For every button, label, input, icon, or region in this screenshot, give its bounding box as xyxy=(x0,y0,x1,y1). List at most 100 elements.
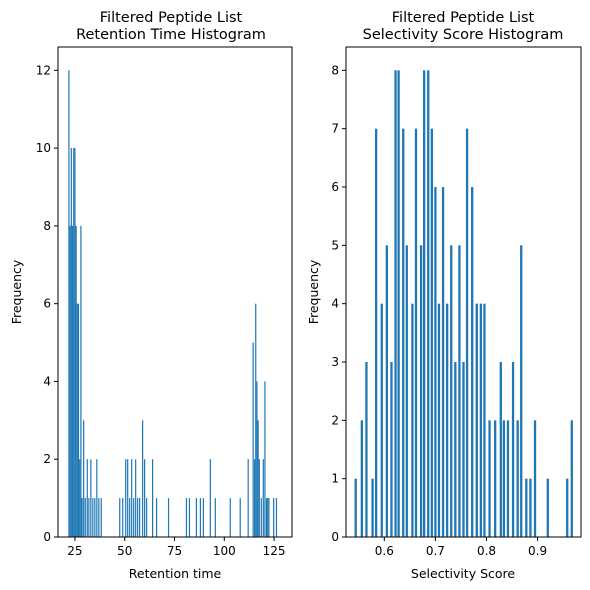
histogram-bar xyxy=(256,381,258,537)
y-axis-label: Frequency xyxy=(306,259,321,324)
histogram-bar xyxy=(427,70,430,537)
chart-title-line-2: Retention Time Histogram xyxy=(76,27,266,43)
histogram-bar xyxy=(471,187,474,537)
histogram-bar xyxy=(209,459,211,537)
histogram-bar xyxy=(570,420,573,537)
histogram-bar xyxy=(144,459,146,537)
histogram-bar xyxy=(529,478,532,537)
histogram-bar xyxy=(354,478,357,537)
histogram-bar xyxy=(167,498,170,537)
y-tick-label: 3 xyxy=(331,355,339,369)
histogram-bar xyxy=(122,498,124,537)
histogram-bar xyxy=(265,498,268,537)
y-tick-label: 0 xyxy=(43,530,51,544)
histogram-bar xyxy=(133,498,135,537)
histogram-bar xyxy=(71,225,74,537)
y-tick-label: 7 xyxy=(331,122,339,136)
histogram-bar xyxy=(75,225,77,537)
histogram-bar xyxy=(80,225,82,537)
histogram-bar xyxy=(152,459,154,537)
histogram-bar xyxy=(533,420,537,537)
histogram-bar xyxy=(69,225,71,537)
histogram-bar xyxy=(402,128,405,538)
histogram-bar xyxy=(566,478,569,537)
chart-title-line-1: Filtered Peptide List xyxy=(100,10,243,26)
histogram-bar xyxy=(98,498,100,537)
histogram-bar xyxy=(430,128,433,538)
x-tick-label: 50 xyxy=(117,544,132,558)
histogram-bar xyxy=(96,459,98,537)
histogram-bar xyxy=(458,245,461,537)
histogram-bar xyxy=(253,459,256,537)
histogram-bar xyxy=(84,498,86,537)
histogram-bar xyxy=(77,303,80,537)
histogram-bar xyxy=(516,420,519,537)
y-tick-label: 8 xyxy=(43,219,51,233)
histogram-bar xyxy=(488,420,491,537)
x-axis: 25 50 75 100 125 xyxy=(67,537,286,558)
y-tick-label: 2 xyxy=(43,452,51,466)
chart-title-line-1: Filtered Peptide List xyxy=(392,10,535,26)
histogram-bar xyxy=(92,498,94,537)
histogram-bar xyxy=(365,362,368,537)
histogram-bar xyxy=(127,459,129,537)
histogram-bar xyxy=(86,459,88,537)
histogram-bar xyxy=(506,420,510,537)
histogram-bar xyxy=(137,498,139,537)
histogram-bar xyxy=(273,498,275,537)
histogram-bar xyxy=(371,478,374,537)
y-tick-label: 5 xyxy=(331,238,339,252)
y-tick-label: 1 xyxy=(331,472,339,486)
chart-retention-time: Filtered Peptide List Retention Time His… xyxy=(9,10,293,581)
histogram-bar xyxy=(450,245,453,537)
histogram-bar xyxy=(100,498,102,537)
x-axis: 0.6 0.7 0.8 0.9 xyxy=(375,537,547,558)
histogram-bar xyxy=(81,498,83,537)
histogram-bar xyxy=(199,498,201,537)
y-tick-label: 12 xyxy=(36,63,51,77)
y-axis-label: Frequency xyxy=(9,259,24,324)
histogram-bar xyxy=(74,148,76,538)
histogram-bar xyxy=(252,342,254,537)
histogram-bar xyxy=(264,381,266,537)
x-tick-label: 0.8 xyxy=(477,544,496,558)
histogram-bar xyxy=(499,362,502,537)
histogram-bar xyxy=(76,303,78,537)
histogram-bar xyxy=(465,128,469,538)
histogram-bar xyxy=(397,70,400,537)
x-tick-label: 100 xyxy=(213,544,236,558)
histogram-bar xyxy=(90,459,92,537)
histogram-bar xyxy=(146,498,148,537)
bar-series xyxy=(354,70,573,538)
histogram-bar xyxy=(68,70,70,537)
histogram-bar xyxy=(374,128,378,538)
y-tick-label: 6 xyxy=(43,297,51,311)
histogram-bar xyxy=(390,362,393,537)
histogram-bar xyxy=(414,128,418,538)
histogram-bar xyxy=(131,459,133,537)
histogram-bar xyxy=(142,420,144,537)
y-tick-label: 0 xyxy=(331,530,339,544)
chart-title-line-2: Selectivity Score Histogram xyxy=(363,27,564,43)
histogram-bar xyxy=(546,478,549,537)
histogram-bar xyxy=(258,459,260,537)
histogram-bar xyxy=(479,303,483,537)
histogram-bar xyxy=(405,245,408,537)
histogram-bar xyxy=(267,498,269,537)
y-tick-label: 8 xyxy=(331,63,339,77)
histogram-bar xyxy=(247,459,249,537)
histogram-bar xyxy=(88,498,90,537)
histogram-bar xyxy=(437,303,441,537)
x-tick-label: 75 xyxy=(167,544,182,558)
histogram-bar xyxy=(135,459,137,537)
x-axis-label: Retention time xyxy=(129,566,222,581)
histogram-bar xyxy=(511,362,515,537)
histogram-bar xyxy=(525,478,528,537)
histogram-bar xyxy=(454,362,457,537)
histogram-bar xyxy=(494,420,497,537)
x-axis-label: Selectivity Score xyxy=(411,566,515,581)
histogram-bar xyxy=(360,420,363,537)
histogram-bar xyxy=(229,498,231,537)
histogram-bar xyxy=(385,245,389,537)
